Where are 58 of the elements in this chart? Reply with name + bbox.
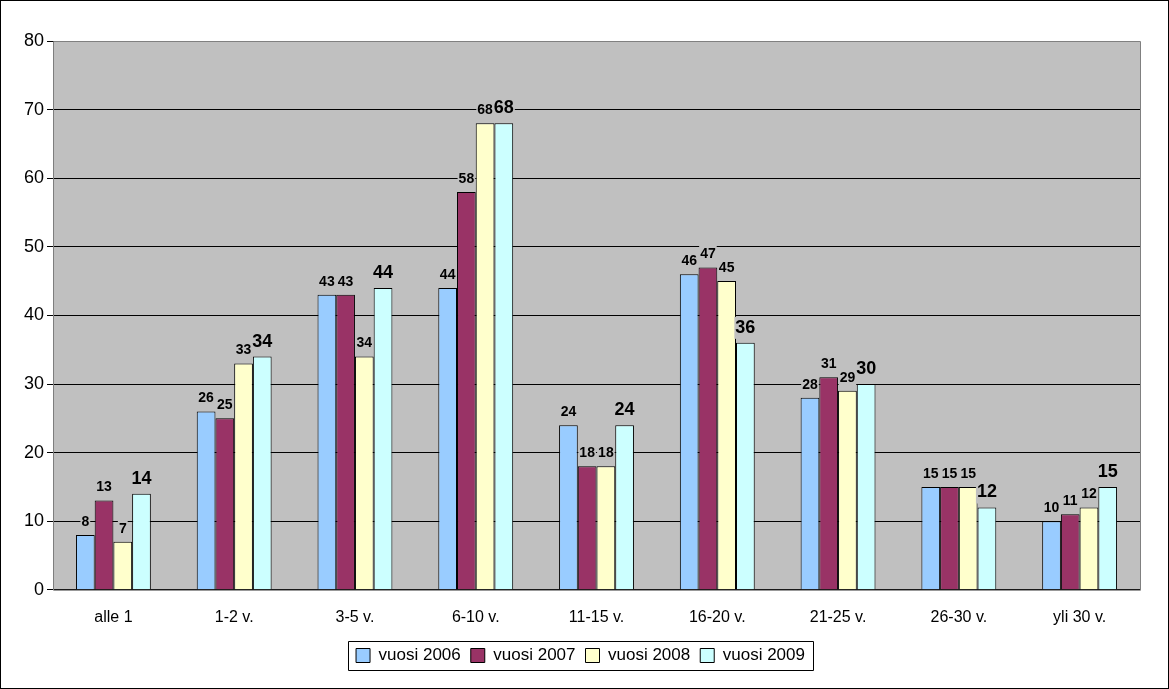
data-label: 15 xyxy=(922,464,939,481)
data-label: 15 xyxy=(960,464,977,481)
data-label: 10 xyxy=(1043,499,1060,516)
data-label: 31 xyxy=(820,355,837,371)
data-label: 29 xyxy=(839,368,856,385)
data-label: 34 xyxy=(252,330,273,351)
data-label: 44 xyxy=(373,261,394,282)
x-tick-label: alle 1 xyxy=(94,607,133,625)
data-label: 13 xyxy=(96,478,113,495)
data-label: 25 xyxy=(217,396,233,413)
data-label: 43 xyxy=(337,272,354,289)
x-tick-label: 3-5 v. xyxy=(335,607,375,625)
legend-label: vuosi 2007 xyxy=(493,645,576,665)
data-label: 18 xyxy=(598,444,614,461)
x-tick-label: yli 30 v. xyxy=(1053,607,1107,625)
legend-label: vuosi 2009 xyxy=(722,645,805,665)
data-label: 68 xyxy=(493,97,514,118)
data-label: 7 xyxy=(118,519,127,536)
x-tick-label: 6-10 v. xyxy=(451,607,500,625)
x-tick-label: 21-25 v. xyxy=(809,607,867,625)
y-tick-label: 80 xyxy=(23,29,45,50)
data-label: 15 xyxy=(941,464,958,481)
x-tick-label: 26-30 v. xyxy=(930,607,988,625)
data-label: 68 xyxy=(477,101,494,118)
data-label: 12 xyxy=(976,481,997,502)
y-tick-label: 30 xyxy=(23,372,45,393)
data-label: 28 xyxy=(802,375,818,392)
data-label: 12 xyxy=(1081,485,1097,502)
data-label: 18 xyxy=(579,444,596,461)
y-tick-label: 0 xyxy=(34,578,45,599)
x-tick-label: 16-20 v. xyxy=(688,607,746,625)
data-label: 15 xyxy=(1097,460,1118,481)
y-tick-label: 70 xyxy=(23,98,45,119)
data-label: 47 xyxy=(700,245,716,262)
data-label: 24 xyxy=(614,399,635,420)
data-label: 43 xyxy=(319,272,335,289)
data-label: 26 xyxy=(198,389,215,406)
data-label: 36 xyxy=(735,316,756,337)
y-tick-label: 60 xyxy=(23,167,45,188)
legend-label: vuosi 2006 xyxy=(378,645,461,665)
data-label: 11 xyxy=(1062,492,1078,509)
data-label: 8 xyxy=(81,512,90,529)
y-tick-label: 20 xyxy=(23,441,45,462)
data-label: 46 xyxy=(681,252,698,269)
y-tick-label: 10 xyxy=(23,510,45,531)
data-label: 33 xyxy=(235,341,252,358)
y-tick-label: 50 xyxy=(23,235,45,256)
data-label: 34 xyxy=(356,334,373,351)
x-tick-label: 1-2 v. xyxy=(214,607,254,625)
data-label: 14 xyxy=(131,467,152,488)
y-tick-label: 40 xyxy=(23,304,45,325)
data-label: 30 xyxy=(856,357,877,378)
data-label: 45 xyxy=(718,258,735,275)
x-tick-label: 11-15 v. xyxy=(568,607,625,625)
data-label: 58 xyxy=(458,169,475,186)
legend-label: vuosi 2008 xyxy=(608,645,691,665)
data-label: 44 xyxy=(439,265,456,282)
data-label: 24 xyxy=(560,403,577,420)
